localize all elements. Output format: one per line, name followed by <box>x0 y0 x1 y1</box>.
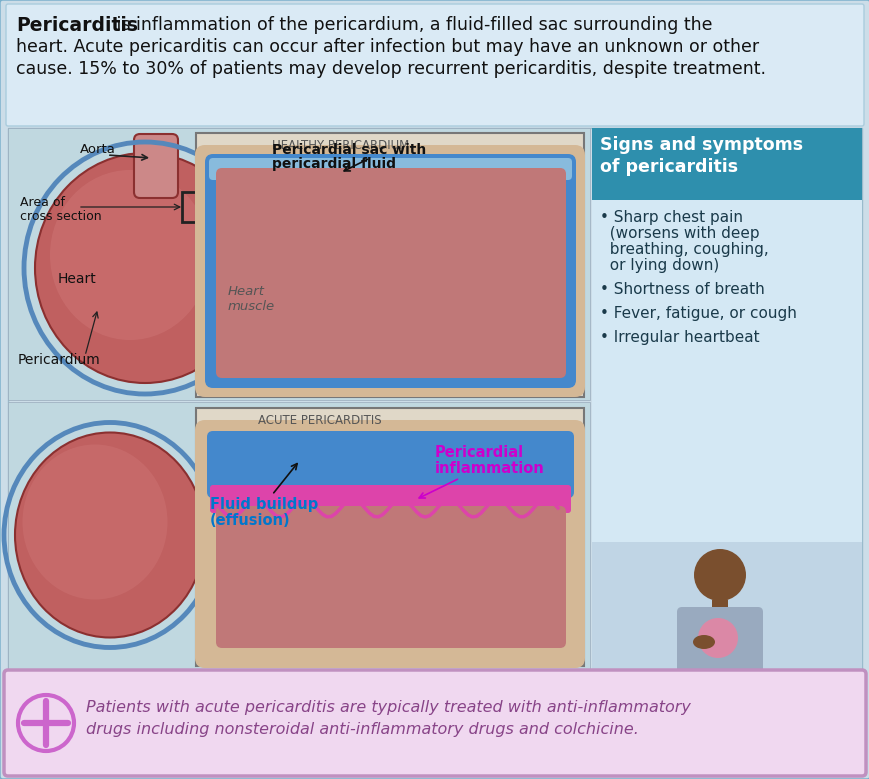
Ellipse shape <box>23 445 168 600</box>
Text: Area of: Area of <box>20 196 65 209</box>
Text: breathing, coughing,: breathing, coughing, <box>600 242 768 257</box>
Text: • Irregular heartbeat: • Irregular heartbeat <box>600 330 759 345</box>
FancyBboxPatch shape <box>207 431 574 498</box>
Text: Pericardium: Pericardium <box>18 353 101 367</box>
FancyBboxPatch shape <box>8 128 589 400</box>
FancyBboxPatch shape <box>676 607 762 675</box>
Text: pericardial fluid: pericardial fluid <box>272 157 395 171</box>
FancyBboxPatch shape <box>591 542 861 670</box>
FancyBboxPatch shape <box>209 158 571 180</box>
FancyBboxPatch shape <box>205 154 575 388</box>
FancyBboxPatch shape <box>195 420 584 668</box>
FancyBboxPatch shape <box>4 670 865 776</box>
Text: is inflammation of the pericardium, a fluid-filled sac surrounding the: is inflammation of the pericardium, a fl… <box>111 16 712 34</box>
Ellipse shape <box>35 153 255 383</box>
Ellipse shape <box>50 170 209 340</box>
FancyBboxPatch shape <box>195 145 584 397</box>
FancyBboxPatch shape <box>6 4 863 126</box>
Text: cause. 15% to 30% of patients may develop recurrent pericarditis, despite treatm: cause. 15% to 30% of patients may develo… <box>16 60 765 78</box>
FancyBboxPatch shape <box>591 128 861 200</box>
Text: Fluid buildup: Fluid buildup <box>209 497 318 512</box>
FancyBboxPatch shape <box>8 402 589 670</box>
Text: (effusion): (effusion) <box>209 513 290 528</box>
Text: Pericardial: Pericardial <box>434 445 523 460</box>
Text: (worsens with deep: (worsens with deep <box>600 226 759 241</box>
FancyBboxPatch shape <box>216 506 566 648</box>
Text: heart. Acute pericarditis can occur after infection but may have an unknown or o: heart. Acute pericarditis can occur afte… <box>16 38 759 56</box>
Text: ACUTE PERICARDITIS: ACUTE PERICARDITIS <box>258 414 381 427</box>
Text: HEALTHY PERICARDIUM: HEALTHY PERICARDIUM <box>272 139 408 152</box>
Text: inflammation: inflammation <box>434 461 544 476</box>
Text: or lying down): or lying down) <box>600 258 719 273</box>
Text: • Fever, fatigue, or cough: • Fever, fatigue, or cough <box>600 306 796 321</box>
Text: Signs and symptoms: Signs and symptoms <box>600 136 802 154</box>
FancyBboxPatch shape <box>196 408 583 666</box>
Text: • Shortness of breath: • Shortness of breath <box>600 282 764 297</box>
Circle shape <box>697 618 737 658</box>
FancyBboxPatch shape <box>591 128 861 542</box>
Circle shape <box>693 549 745 601</box>
FancyBboxPatch shape <box>8 128 861 670</box>
FancyBboxPatch shape <box>134 134 178 198</box>
FancyBboxPatch shape <box>711 600 727 612</box>
Text: Patients with acute pericarditis are typically treated with anti-inflammatory: Patients with acute pericarditis are typ… <box>86 700 690 715</box>
Text: Pericarditis: Pericarditis <box>16 16 138 35</box>
Text: Pericardial sac with: Pericardial sac with <box>272 143 426 157</box>
FancyBboxPatch shape <box>209 485 570 513</box>
Ellipse shape <box>693 635 714 649</box>
Text: Heart: Heart <box>58 272 96 286</box>
Ellipse shape <box>15 432 205 637</box>
Text: of pericarditis: of pericarditis <box>600 158 737 176</box>
Text: • Sharp chest pain: • Sharp chest pain <box>600 210 742 225</box>
Text: Heart: Heart <box>228 285 265 298</box>
FancyBboxPatch shape <box>216 168 566 378</box>
Text: cross section: cross section <box>20 210 102 223</box>
Text: muscle: muscle <box>228 300 275 313</box>
Text: drugs including nonsteroidal anti-inflammatory drugs and colchicine.: drugs including nonsteroidal anti-inflam… <box>86 722 638 737</box>
Text: Aorta: Aorta <box>80 143 116 156</box>
FancyBboxPatch shape <box>196 133 583 397</box>
